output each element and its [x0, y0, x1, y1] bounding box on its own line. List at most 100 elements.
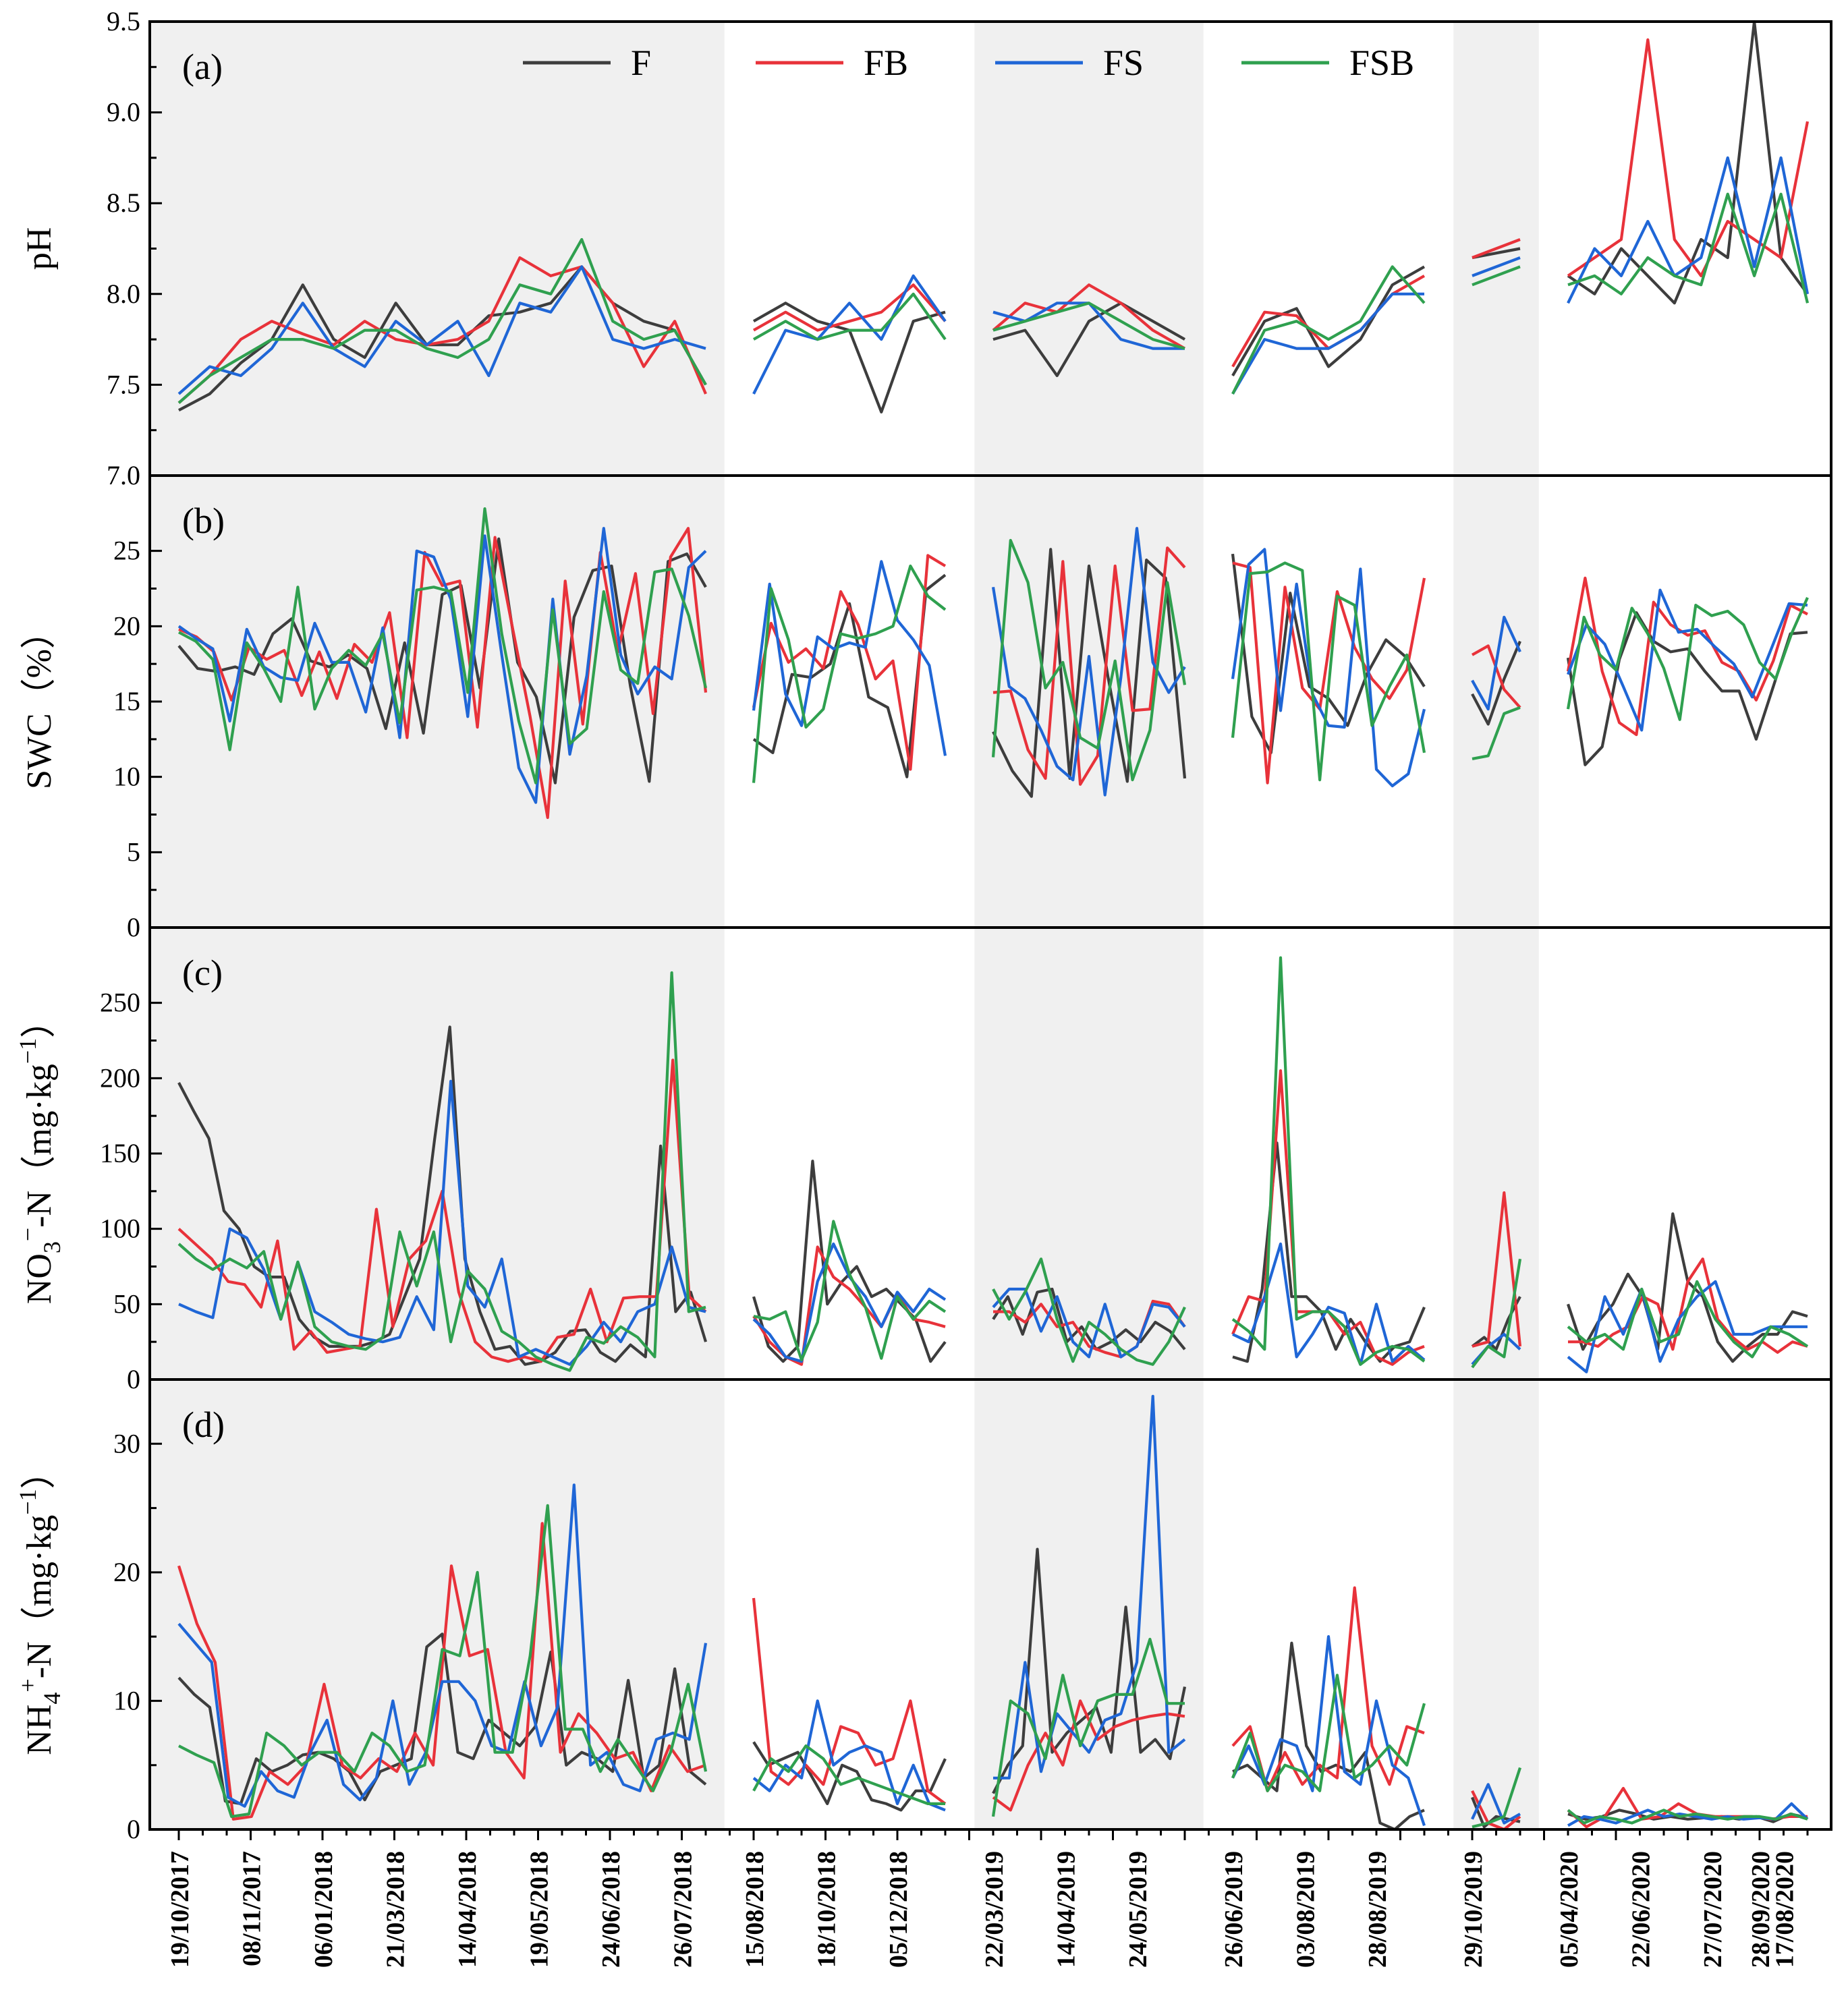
series-line-d-FS-1: [752, 1699, 946, 1812]
series-line-c-F-3: [1232, 1141, 1426, 1363]
panel-label-b: (b): [182, 501, 225, 541]
series-line-d-FSB-5: [1567, 1809, 1808, 1825]
series-line-d-FB-1: [752, 1597, 947, 1805]
x-tick-label: 26/06/2019: [1220, 1851, 1248, 1968]
y-tick-label-c: 150: [100, 1138, 140, 1168]
ylabel-text: -N（mg·kg: [20, 1064, 59, 1228]
y-tick-label-d: 0: [127, 1814, 140, 1844]
series-line-d-FB-3: [1231, 1586, 1425, 1792]
x-tick-label: 24/06/2018: [597, 1851, 625, 1968]
series-line-a-FS-1: [752, 274, 947, 395]
y-tick-label-d: 30: [113, 1428, 140, 1458]
series-line-b-FS-2: [991, 527, 1186, 797]
series-line-b-FSB-0: [178, 507, 708, 785]
series-line-a-FS-0: [177, 265, 706, 395]
series-line-d-FSB-4: [1472, 1767, 1521, 1829]
legend-label-FS: FS: [1103, 42, 1144, 83]
x-tick-label: 19/10/2017: [166, 1851, 194, 1968]
x-tick-label: 21/03/2018: [382, 1851, 410, 1968]
series-line-b-F-2: [992, 548, 1187, 798]
x-tick-label: 03/08/2019: [1292, 1851, 1320, 1968]
series-line-a-F-4: [1472, 247, 1521, 260]
series-line-d-FSB-2: [991, 1637, 1185, 1817]
series-line-b-FSB-2: [991, 538, 1187, 782]
series-line-b-FS-1: [752, 560, 947, 756]
y-tick-label-c: 100: [100, 1214, 140, 1244]
shaded-period-a-2: [974, 22, 1204, 476]
panel-label-d: (d): [182, 1404, 225, 1445]
series-line-c-FSB-4: [1471, 1258, 1522, 1369]
series-line-b-FSB-1: [752, 564, 947, 783]
x-tick-label: 19/05/2018: [526, 1851, 554, 1968]
y-tick-label-b: 0: [127, 912, 140, 942]
series-line-d-F-1: [752, 1741, 947, 1812]
panel-frame-d: [148, 1378, 1832, 1831]
series-line-b-FS-4: [1471, 615, 1521, 711]
y-tick-label-c: 50: [113, 1288, 140, 1319]
y-axis-label-a: pH: [20, 227, 59, 271]
x-tick-label: 28/08/2019: [1364, 1851, 1392, 1968]
ylabel-text: ）: [20, 1454, 59, 1489]
series-line-d-FS-2: [993, 1394, 1186, 1780]
series-line-a-F-5: [1567, 20, 1809, 305]
ylabel-text: -N（mg·kg: [20, 1515, 59, 1679]
y-tick-label-c: 200: [100, 1062, 140, 1093]
y-axis-label-c: NO3−-N（mg·kg−1）: [14, 1003, 65, 1304]
y-tick-label-b: 10: [113, 762, 140, 792]
panel-label-a: (a): [182, 47, 223, 87]
x-tick-label: 27/07/2020: [1699, 1851, 1727, 1968]
series-line-c-F-1: [752, 1160, 947, 1363]
series-line-b-FB-2: [992, 546, 1186, 786]
series-line-d-FSB-0: [178, 1504, 708, 1818]
series-line-a-FSB-1: [752, 292, 947, 341]
series-line-c-FSB-0: [177, 971, 706, 1372]
x-tick-label: 08/11/2017: [238, 1851, 267, 1966]
series-line-d-FSB-3: [1231, 1674, 1426, 1792]
series-line-d-FS-0: [177, 1483, 708, 1808]
legend-label-FB: FB: [864, 42, 908, 83]
series-line-c-FSB-3: [1231, 956, 1426, 1366]
legend-label-FSB: FSB: [1349, 42, 1414, 83]
series-line-a-FB-4: [1472, 238, 1521, 259]
series-line-b-FSB-5: [1566, 597, 1809, 721]
series-line-a-FSB-3: [1231, 265, 1426, 395]
y-tick-label-a: 8.0: [107, 279, 140, 309]
x-tick-label: 14/04/2018: [453, 1851, 482, 1968]
series-line-c-FB-3: [1231, 1069, 1425, 1366]
x-tick-label: 28/09/2020: [1747, 1851, 1775, 1968]
series-line-b-F-0: [177, 537, 707, 785]
x-tick-label: 14/04/2019: [1053, 1851, 1081, 1968]
series-line-c-FSB-5: [1567, 1280, 1809, 1359]
series-line-a-FSB-5: [1567, 192, 1810, 304]
series-line-b-FS-5: [1567, 588, 1808, 732]
series-line-a-FSB-4: [1472, 265, 1521, 287]
y-tick-label-d: 20: [113, 1557, 140, 1587]
y-tick-label-c: 0: [127, 1364, 140, 1394]
series-line-c-FB-2: [993, 1299, 1186, 1359]
ylabel-sup: +: [14, 1678, 41, 1692]
series-line-c-FSB-2: [992, 1257, 1186, 1366]
x-tick-label: 06/01/2018: [310, 1851, 338, 1968]
series-line-c-FS-1: [752, 1242, 947, 1363]
y-tick-label-a: 8.5: [107, 188, 140, 218]
series-line-b-F-5: [1566, 611, 1808, 766]
x-tick-label: 18/10/2018: [813, 1851, 841, 1968]
panel-label-c: (c): [182, 952, 223, 993]
y-tick-label-b: 15: [113, 686, 140, 716]
shaded-period-d-4: [1453, 1379, 1539, 1829]
x-tick-label: 22/03/2019: [980, 1851, 1009, 1968]
y-tick-label-c: 250: [100, 988, 140, 1018]
ylabel-sup: −: [14, 1228, 41, 1241]
series-line-a-FB-1: [752, 283, 947, 332]
ylabel-sub: 4: [38, 1692, 65, 1705]
series-line-b-F-1: [752, 573, 947, 778]
ylabel-sup: −1: [14, 1489, 41, 1514]
series-line-b-FS-0: [177, 527, 707, 804]
series-line-a-FB-3: [1231, 275, 1426, 368]
shaded-period-c-0: [151, 928, 725, 1379]
series-line-b-FS-3: [1231, 548, 1426, 788]
series-line-a-FB-5: [1567, 38, 1810, 277]
x-tick-label: 17/08/2020: [1771, 1851, 1799, 1968]
series-line-c-FS-0: [178, 1079, 706, 1366]
